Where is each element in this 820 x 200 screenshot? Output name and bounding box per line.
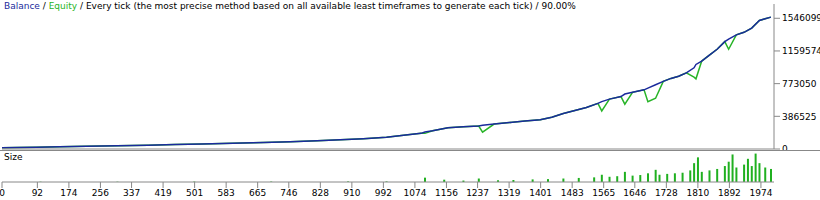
svg-text:386525: 386525 [782,112,812,122]
svg-text:1546099: 1546099 [782,13,812,23]
svg-text:1646: 1646 [623,188,646,198]
svg-text:1728: 1728 [655,188,678,198]
svg-text:1156: 1156 [435,188,458,198]
svg-text:1319: 1319 [498,188,521,198]
svg-text:828: 828 [312,188,329,198]
svg-text:1483: 1483 [561,188,584,198]
svg-text:1401: 1401 [529,188,552,198]
svg-text:1159574: 1159574 [782,46,812,56]
svg-text:1565: 1565 [592,188,615,198]
svg-text:910: 910 [343,188,360,198]
svg-text:1237: 1237 [466,188,489,198]
html-text:Size: Size [4,152,23,162]
svg-text:1810: 1810 [686,188,709,198]
svg-text:1974: 1974 [749,188,772,198]
svg-text:1892: 1892 [718,188,741,198]
svg-text:419: 419 [154,188,171,198]
svg-text:773050: 773050 [782,79,812,89]
svg-text:92: 92 [32,188,43,198]
html-text:Balance / Equity / Every tick: Balance / Equity / Every tick (the most … [4,1,576,11]
svg-text:583: 583 [218,188,235,198]
svg-text:992: 992 [375,188,392,198]
svg-text:337: 337 [123,188,140,198]
svg-text:501: 501 [186,188,203,198]
svg-text:1074: 1074 [403,188,426,198]
svg-text:665: 665 [249,188,266,198]
svg-text:256: 256 [92,188,109,198]
svg-text:746: 746 [280,188,297,198]
svg-text:174: 174 [60,188,77,198]
